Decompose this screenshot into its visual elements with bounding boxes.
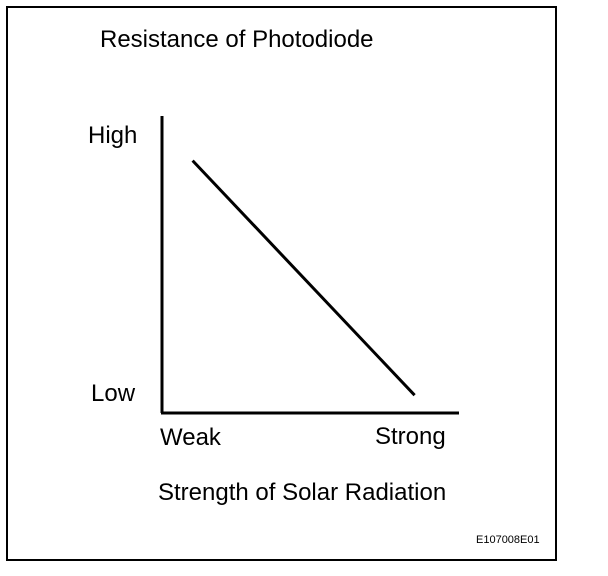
y-tick-label-high: High <box>88 122 138 149</box>
series-layer <box>191 159 416 397</box>
x-tick-label-weak: Weak <box>160 424 221 451</box>
series-line-0 <box>191 159 416 397</box>
x-tick-label-strong: Strong <box>375 423 446 450</box>
chart-title: Resistance of Photodiode <box>100 26 374 53</box>
y-tick-label-low: Low <box>91 380 136 407</box>
figure-frame <box>6 6 557 561</box>
x-axis-title: Strength of Solar Radiation <box>158 479 447 506</box>
figure-code: E107008E01 <box>476 534 540 546</box>
